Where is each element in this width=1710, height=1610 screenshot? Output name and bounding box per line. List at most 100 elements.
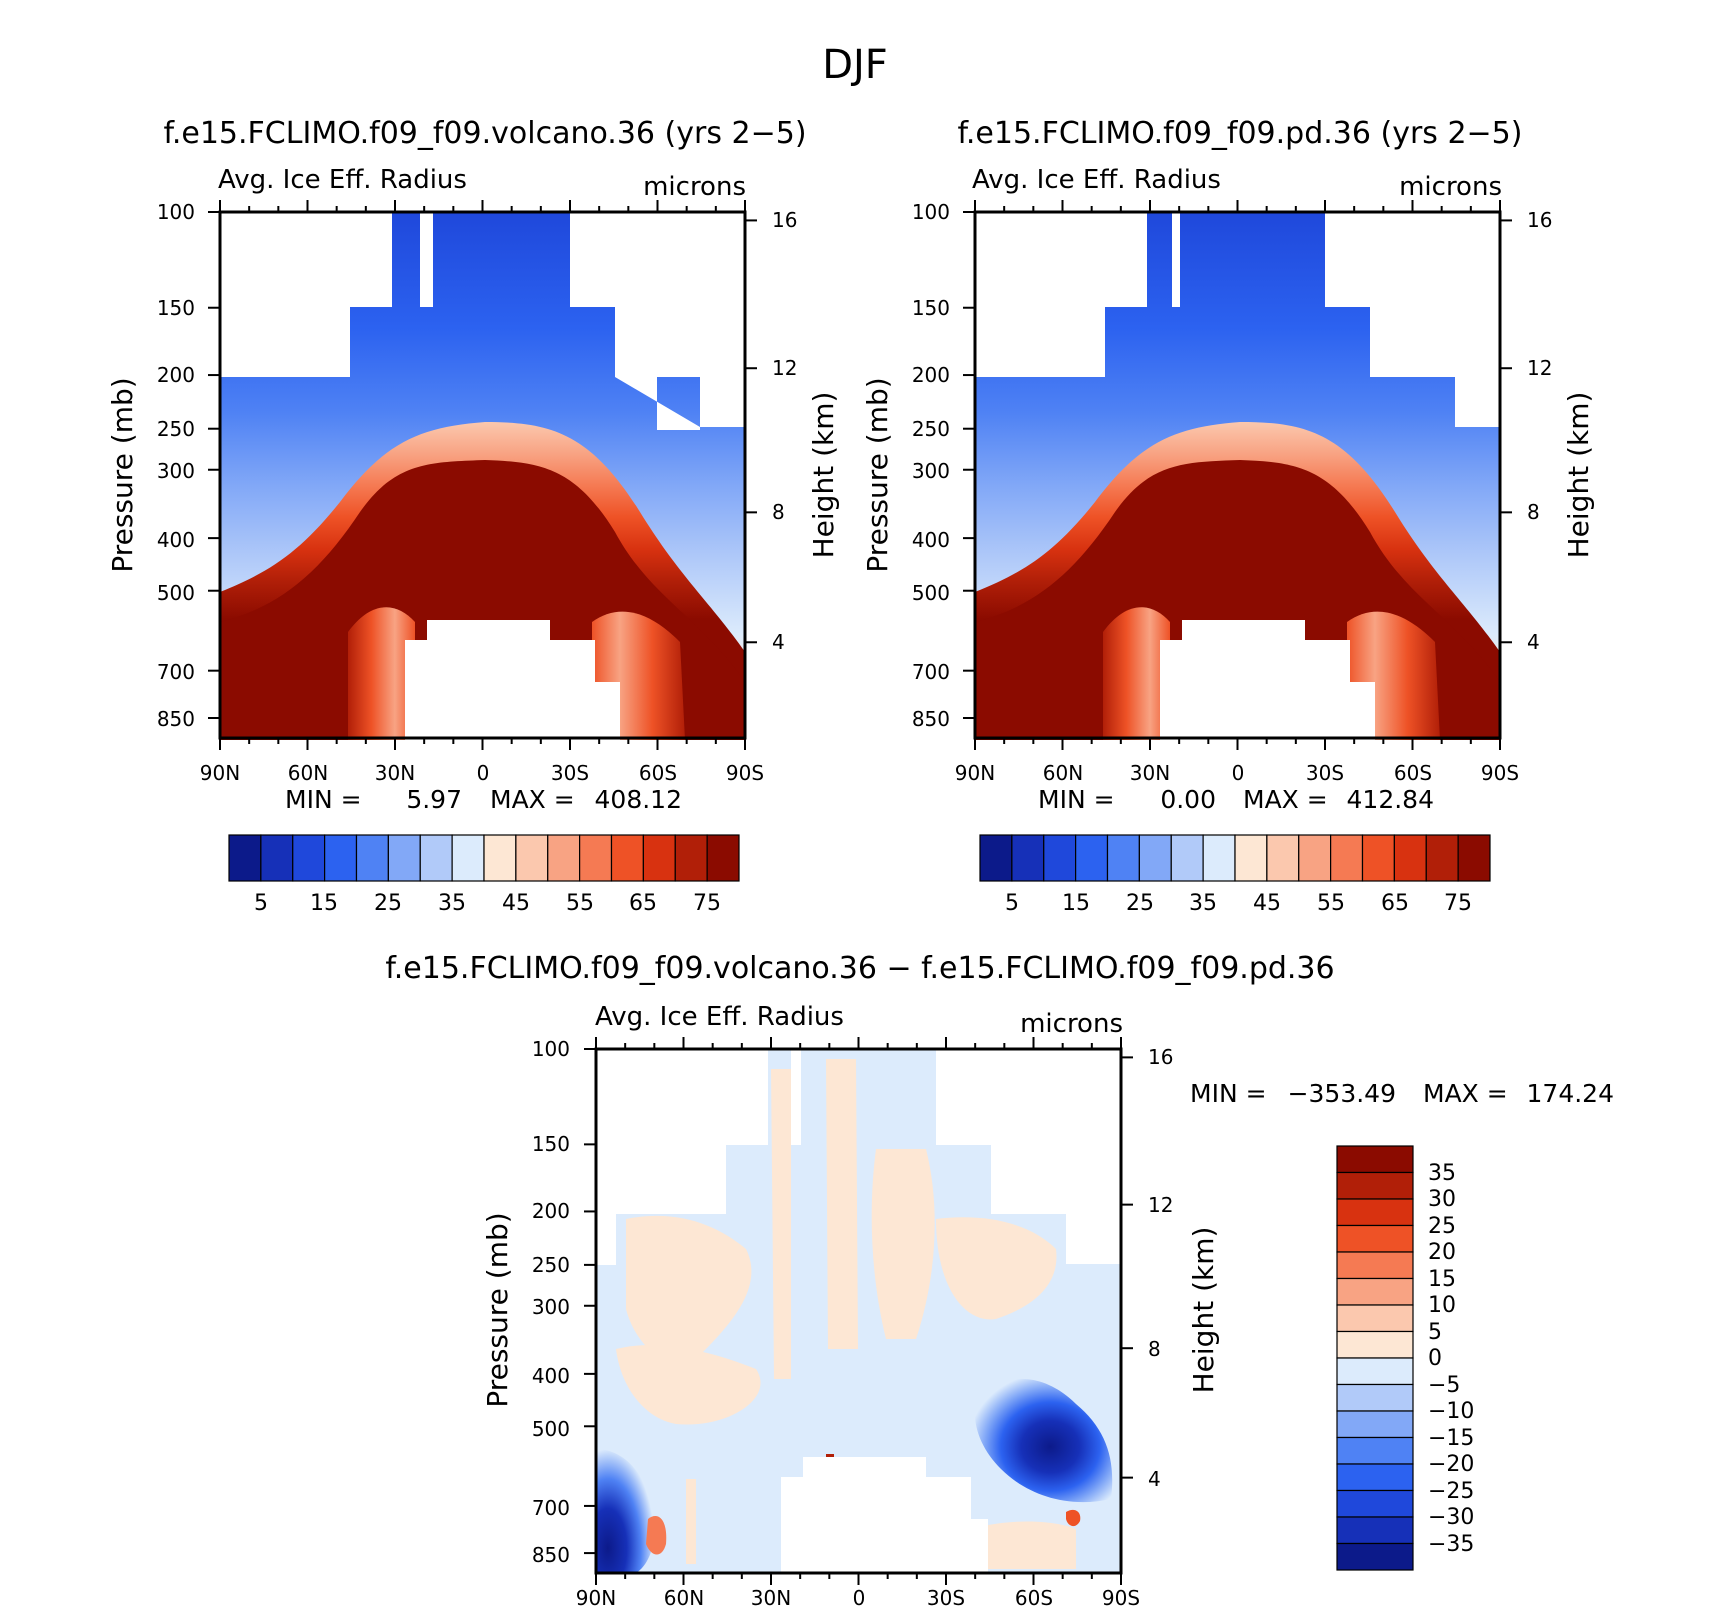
colorbar-labels: 35 30 25 20 15 10 5 0 −5 −10 −15 −20 −25… [1428,1161,1474,1557]
colorbar-swatch [324,834,358,882]
y-axis-label: Pressure (mb) [481,1212,514,1407]
colorbar-label: 5 [1428,1320,1442,1345]
y-tick: 850 [912,707,950,731]
x-tick-labels: 90N 60N 30N 0 30S 60S 90S [576,1586,1140,1610]
colorbar-label: 25 [1126,891,1154,916]
x-tick: 60S [1015,1586,1053,1610]
y-tick: 150 [157,296,195,320]
colorbar-swatch [610,834,644,882]
colorbar-label: 25 [374,891,402,916]
stats-line: MIN = 0.00 MAX = 412.84 [1038,785,1434,814]
y-tick: 400 [532,1364,570,1388]
y-tick: 100 [532,1037,570,1061]
y2-tick: 8 [772,500,785,524]
y-tick: 200 [157,363,195,387]
y-tick-labels: 100 150 200 250 300 400 500 700 850 [157,200,195,731]
y-tick: 300 [912,459,950,483]
colorbar-swatch [228,834,262,882]
y-tick: 150 [912,296,950,320]
x-tick: 30S [551,761,589,785]
colorbar-swatch [483,834,517,882]
stats-line: MIN = −353.49 MAX = 174.24 [1190,1079,1614,1108]
y-tick: 150 [532,1132,570,1156]
colorbar-label: −30 [1428,1505,1474,1530]
colorbar-label: 35 [1189,891,1217,916]
colorbar-swatch [1336,1516,1414,1545]
colorbar-swatch [1336,1436,1414,1465]
y-tick: 300 [532,1295,570,1319]
colorbar-swatch [1138,834,1172,882]
colorbar-label: 15 [310,891,338,916]
y2-tick-labels: 16 12 8 4 [1148,1045,1173,1491]
colorbar-label: 35 [1428,1161,1456,1186]
y-axis-label: Pressure (mb) [106,377,139,572]
y2-tick: 12 [1148,1193,1173,1217]
y-tick: 850 [157,707,195,731]
colorbar-swatch [547,834,581,882]
colorbar-swatch [1336,1410,1414,1439]
y2-tick-labels: 16 12 8 4 [772,208,797,654]
colorbar-swatch [979,834,1013,882]
y-tick: 100 [157,200,195,224]
x-tick: 30N [375,761,415,785]
colorbar-label: 25 [1428,1214,1456,1239]
min-label: MIN = [285,785,362,814]
y2-tick: 4 [1527,630,1540,654]
colorbar-label: 5 [254,891,268,916]
colorbar-label: −10 [1428,1399,1474,1424]
y-tick-labels: 100 150 200 250 300 400 500 700 850 [532,1037,570,1567]
min-value: −353.49 [1288,1079,1396,1108]
colorbar-label: −20 [1428,1452,1474,1477]
colorbar-label: −5 [1428,1373,1460,1398]
x-tick: 30S [927,1586,965,1610]
colorbar-swatch [674,834,708,882]
x-tick: 60N [664,1586,704,1610]
x-tick: 60S [639,761,677,785]
colorbar-swatch [1336,1198,1414,1227]
colorbar-swatch [1336,1330,1414,1359]
x-tick: 0 [853,1586,866,1610]
colorbar-label: 55 [1317,891,1345,916]
colorbar [228,834,740,882]
colorbar [1336,1145,1414,1571]
y2-tick: 16 [1148,1045,1173,1069]
colorbar-label: 45 [1253,891,1281,916]
colorbar-swatch [642,834,676,882]
colorbar-label: 15 [1428,1267,1456,1292]
colorbar-label: 30 [1428,1187,1456,1212]
x-tick: 0 [477,761,490,785]
x-tick: 90S [726,761,764,785]
panel-pd: f.e15.FCLIMO.f09_f09.pd.36 (yrs 2−5) Avg… [861,116,1595,916]
panel-difference: f.e15.FCLIMO.f09_f09.volcano.36 − f.e15.… [385,951,1614,1610]
y-tick: 250 [532,1253,570,1277]
y2-tick: 8 [1148,1337,1161,1361]
x-tick: 90S [1481,761,1519,785]
colorbar-swatch [1336,1357,1414,1386]
colorbar-label: 35 [438,891,466,916]
colorbar-swatch [260,834,294,882]
colorbar-label: −25 [1428,1479,1474,1504]
colorbar-label: −35 [1428,1532,1474,1557]
colorbar-swatch [292,834,326,882]
x-tick: 30N [751,1586,791,1610]
colorbar-swatch [1202,834,1236,882]
colorbar-swatch [1336,1251,1414,1280]
panel-volcano: f.e15.FCLIMO.f09_f09.volcano.36 (yrs 2−5… [106,116,840,916]
variable-label: Avg. Ice Eff. Radius [972,165,1221,195]
y-tick: 500 [912,581,950,605]
tick-marks [208,200,757,750]
colorbar-label: −15 [1428,1426,1474,1451]
y2-axis-label: Height (km) [1562,392,1595,559]
min-value: 5.97 [406,785,462,814]
units-label: microns [643,172,746,202]
y2-tick: 16 [1527,208,1552,232]
colorbar-swatch [1361,834,1395,882]
units-label: microns [1399,172,1502,202]
colorbar-swatch [1234,834,1268,882]
colorbar-swatch [1336,1463,1414,1492]
colorbar-swatch [1043,834,1077,882]
y2-axis-label: Height (km) [807,392,840,559]
y-tick-labels: 100 150 200 250 300 400 500 700 850 [912,200,950,731]
y2-tick-labels: 16 12 8 4 [1527,208,1552,654]
x-tick-labels: 90N 60N 30N 0 30S 60S 90S [955,761,1519,785]
